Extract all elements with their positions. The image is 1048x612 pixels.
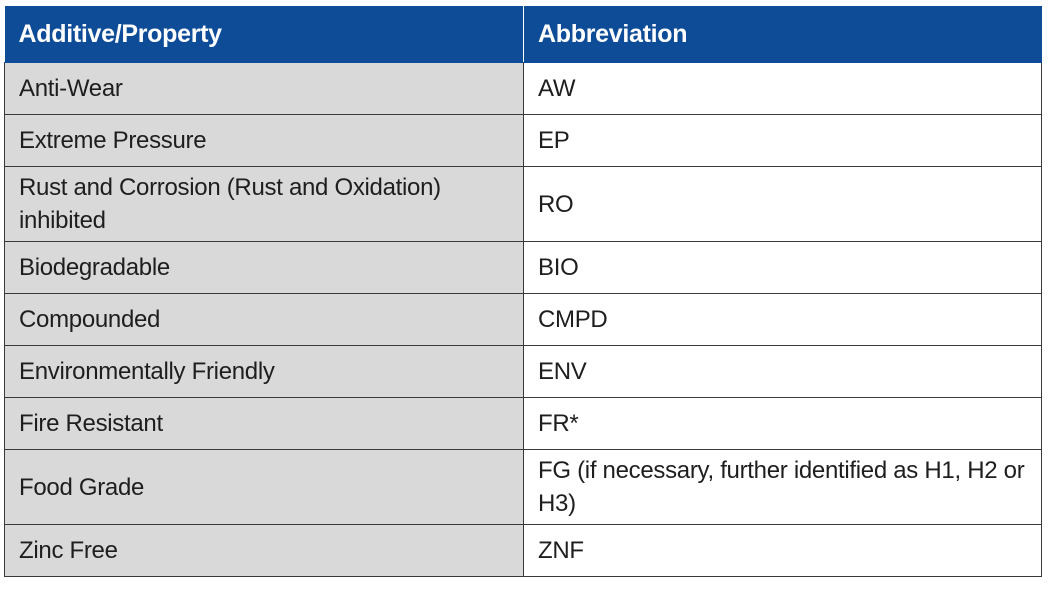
property-cell: Extreme Pressure — [4, 114, 524, 167]
abbreviation-cell: RO — [523, 166, 1042, 242]
abbreviation-cell: ENV — [523, 345, 1042, 398]
table-row: Zinc Free ZNF — [4, 524, 1042, 577]
table-row: Anti-Wear AW — [4, 62, 1042, 115]
table-body: Anti-Wear AW Extreme Pressure EP Rust an… — [4, 62, 1042, 577]
table-row: Extreme Pressure EP — [4, 114, 1042, 167]
abbreviation-cell: BIO — [523, 241, 1042, 294]
abbreviation-cell: EP — [523, 114, 1042, 167]
property-cell: Food Grade — [4, 449, 524, 525]
table-row: Fire Resistant FR* — [4, 397, 1042, 450]
abbreviation-cell: CMPD — [523, 293, 1042, 346]
header-abbreviation: Abbreviation — [523, 6, 1042, 63]
property-cell: Fire Resistant — [4, 397, 524, 450]
table-row: Rust and Corrosion (Rust and Oxidation) … — [4, 166, 1042, 242]
abbreviation-cell: ZNF — [523, 524, 1042, 577]
property-cell: Zinc Free — [4, 524, 524, 577]
abbreviation-cell: AW — [523, 62, 1042, 115]
header-row: Additive/Property Abbreviation — [4, 6, 1042, 63]
property-cell: Anti-Wear — [4, 62, 524, 115]
table-row: Biodegradable BIO — [4, 241, 1042, 294]
property-cell: Biodegradable — [4, 241, 524, 294]
abbreviation-cell: FR* — [523, 397, 1042, 450]
table-row: Environmentally Friendly ENV — [4, 345, 1042, 398]
abbreviation-cell: FG (if necessary, further identified as … — [523, 449, 1042, 525]
property-cell: Rust and Corrosion (Rust and Oxidation) … — [4, 166, 524, 242]
header-additive-property: Additive/Property — [4, 6, 524, 63]
table-row: Food Grade FG (if necessary, further ide… — [4, 449, 1042, 525]
additive-abbreviation-table: Additive/Property Abbreviation Anti-Wear… — [4, 6, 1042, 577]
property-cell: Environmentally Friendly — [4, 345, 524, 398]
property-cell: Compounded — [4, 293, 524, 346]
table-row: Compounded CMPD — [4, 293, 1042, 346]
table-header: Additive/Property Abbreviation — [4, 6, 1042, 63]
